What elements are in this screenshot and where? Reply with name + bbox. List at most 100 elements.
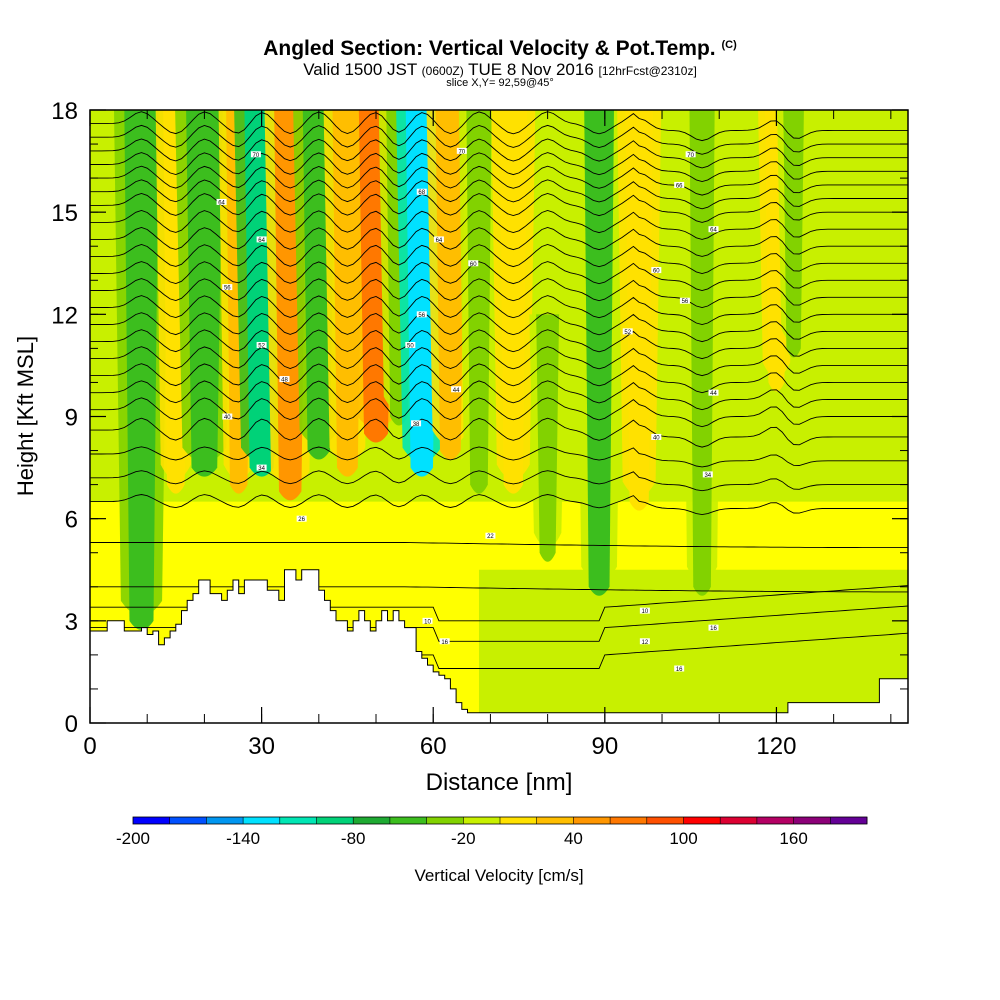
colorbar-swatch: [793, 817, 831, 824]
chart-subtitle: Valid 1500 JST (0600Z) TUE 8 Nov 2016 [1…: [0, 60, 1000, 80]
contour-label-text: 10: [642, 609, 649, 615]
contour-label: 68: [416, 188, 427, 196]
colorbar-tick-label: 40: [564, 829, 583, 848]
contour-label-text: 64: [258, 238, 265, 244]
contour-label-text: 38: [413, 422, 420, 428]
colorbar-swatch: [389, 817, 428, 824]
contour-label: 38: [411, 420, 422, 428]
contour-label: 16: [674, 665, 685, 673]
theta-contour-line: [90, 446, 908, 468]
contour-label-bg: [256, 236, 267, 243]
colorbar-swatch: [279, 817, 317, 824]
contour-label-bg: [702, 471, 713, 478]
colorbar-label: Vertical Velocity [cm/s]: [414, 866, 583, 885]
colorbar-swatch: [169, 817, 207, 824]
x-tick-label: 90: [591, 733, 618, 760]
y-tick-label: 15: [51, 200, 78, 227]
colorbar-swatch: [646, 817, 684, 824]
chart-title-mark: (C): [721, 39, 737, 51]
contour-label-bg: [651, 433, 662, 440]
contour-label: 60: [651, 267, 662, 275]
theta-contour-line: [90, 179, 908, 210]
contour-label-text: 40: [224, 415, 231, 421]
contour-label: 34: [256, 464, 267, 472]
contour-label-text: 52: [624, 330, 631, 336]
forecast-date: TUE 8 Nov 2016: [468, 60, 594, 79]
colorbar-tick-label: -140: [226, 829, 260, 848]
axes: 0 30 60 90 120 0 3 6 9 12 15 18: [51, 98, 908, 760]
velocity-band-core: [124, 110, 159, 630]
contour-label-text: 60: [653, 269, 660, 275]
contour-label-bg: [456, 147, 467, 154]
contour-label-text: 40: [653, 435, 660, 441]
velocity-band-core: [625, 110, 653, 511]
contour-label: 56: [416, 311, 427, 319]
contour-label: 40: [222, 413, 233, 421]
contour-label: 50: [405, 341, 416, 349]
colorbar-swatch: [463, 817, 501, 824]
contour-label: 64: [708, 226, 719, 234]
colorbar: -200 -140 -80 -20 40 100 160: [116, 816, 868, 848]
contour-label-text: 64: [436, 238, 443, 244]
x-tick-label: 60: [420, 733, 447, 760]
contour-label: 64: [256, 236, 267, 244]
theta-contour-line: [90, 124, 908, 155]
contour-label-text: 52: [258, 343, 265, 349]
contour-label-text: 66: [676, 183, 683, 189]
contour-label: 70: [685, 151, 696, 159]
contour-label-bg: [256, 341, 267, 348]
contour-label-text: 16: [441, 640, 448, 646]
theta-contour-line: [90, 152, 908, 182]
theta-contour-line: [90, 329, 908, 360]
velocity-band-core: [584, 110, 614, 596]
contour-label-bg: [468, 260, 479, 267]
y-tick-label: 18: [51, 98, 78, 125]
colorbar-swatch: [500, 817, 538, 824]
x-tick-label: 120: [756, 733, 796, 760]
theta-contour-line: [90, 346, 908, 377]
theta-contour-line: [90, 244, 908, 274]
contour-label-text: 44: [710, 391, 717, 397]
colorbar-swatch: [610, 817, 648, 824]
theta-contour-line: [90, 397, 908, 428]
theta-contour-line: [90, 470, 908, 492]
field-lowlevel-east: [478, 569, 908, 723]
colorbar-swatch: [426, 817, 464, 824]
y-axis-label: Height [Kft MSL]: [13, 336, 38, 496]
contour-label: 70: [250, 151, 261, 159]
theta-contour-line: [90, 193, 908, 223]
contour-label-bg: [639, 638, 650, 645]
contour-label-bg: [439, 638, 450, 645]
x-axis-label: Distance [nm]: [426, 769, 573, 796]
contour-label-bg: [708, 226, 719, 233]
contour-label-text: 50: [407, 343, 414, 349]
theta-contour-line: [90, 380, 908, 411]
contour-label-bg: [222, 413, 233, 420]
theta-contour-line: [90, 363, 908, 394]
theta-contour-line: [90, 210, 908, 240]
colorbar-tick-label: -80: [341, 829, 366, 848]
contour-label-bg: [405, 341, 416, 348]
contour-label-text: 56: [682, 299, 689, 305]
contour-label: 22: [485, 532, 496, 540]
contour-label-bg: [674, 665, 685, 672]
contour-label: 16: [439, 638, 450, 646]
contour-label: 48: [279, 376, 290, 384]
contour-labels: 64 70 64 56 52 48 40 34 26 68 64 56 50 38 44 70 60 22 10 16…: [216, 147, 719, 673]
contour-label: 10: [422, 617, 433, 625]
velocity-band-core: [499, 110, 528, 494]
contour-label: 44: [708, 389, 719, 397]
contour-label-bg: [485, 532, 496, 539]
colorbar-tick-label: 160: [779, 829, 807, 848]
theta-contour-line: [90, 261, 908, 291]
contour-label: 12: [639, 638, 650, 646]
colorbar-swatch: [243, 817, 281, 824]
y-tick-label: 0: [65, 711, 78, 738]
contour-label-bg: [416, 311, 427, 318]
y-tick-label: 9: [65, 405, 78, 432]
terrain-profile: [90, 569, 908, 723]
contour-label: 52: [622, 328, 633, 336]
velocity-band-core: [689, 110, 715, 596]
slice-label: slice X,Y= 92,59@45°: [446, 77, 554, 89]
contour-label-bg: [708, 389, 719, 396]
